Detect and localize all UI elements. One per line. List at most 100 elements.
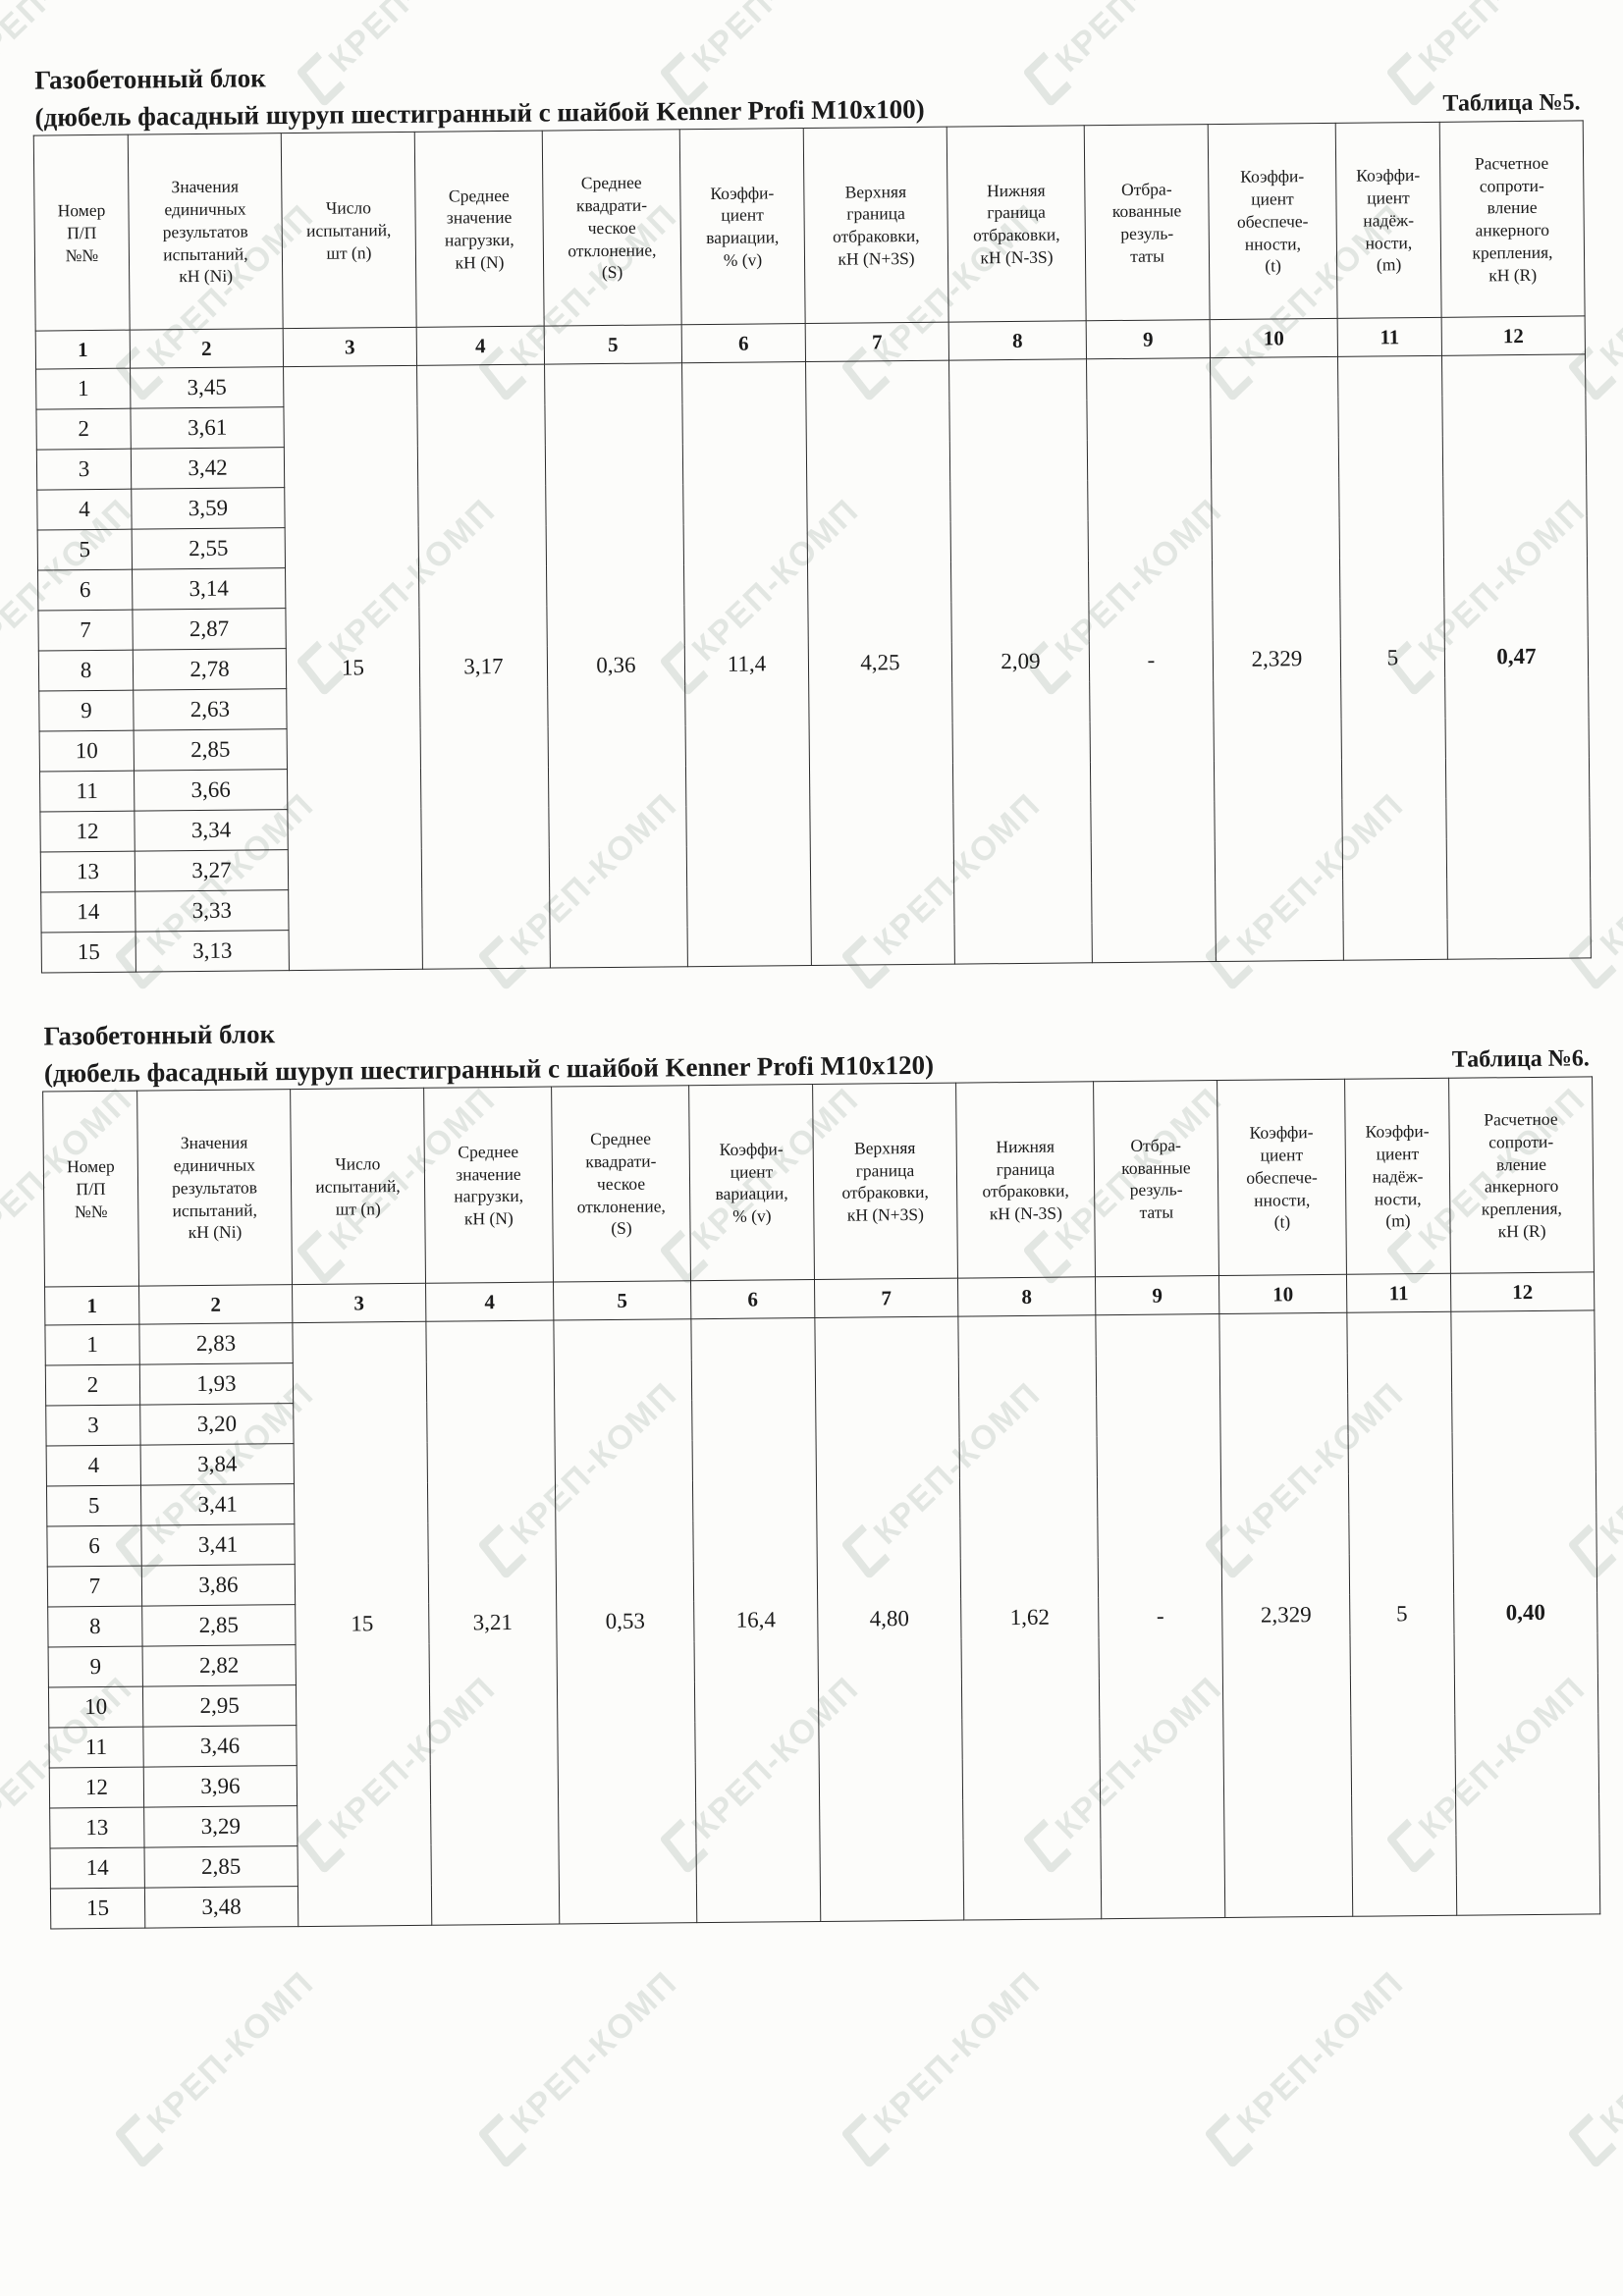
column-header: Среднее квадрати- ческое отклонение, (S)	[551, 1085, 691, 1283]
row-number-cell: 15	[50, 1888, 145, 1930]
row-number-cell: 15	[41, 932, 136, 974]
krep-komp-logo-icon	[114, 2112, 164, 2169]
test-result-cell: 3,84	[140, 1443, 295, 1486]
test-result-cell: 3,20	[139, 1403, 295, 1446]
column-header: Среднее значение нагрузки, кН (N)	[423, 1087, 554, 1284]
row-number-cell: 2	[45, 1364, 140, 1407]
column-header: Коэффи- циент надёж- ности, (m)	[1335, 122, 1442, 319]
summary-m-cell: 5	[1337, 355, 1448, 961]
column-number: 10	[1218, 1274, 1347, 1314]
row-number-cell: 2	[35, 408, 132, 451]
column-number: 9	[1086, 319, 1211, 359]
krep-komp-logo-icon	[1204, 2112, 1254, 2169]
column-number: 1	[35, 330, 131, 370]
column-header: Коэффи- циент надёж- ности, (m)	[1344, 1078, 1451, 1275]
test-result-cell: 2,85	[144, 1845, 298, 1889]
watermark-text: КРЕП-КОМП	[113, 1961, 324, 2169]
column-number: 3	[292, 1283, 426, 1323]
krep-komp-logo-icon	[477, 2112, 527, 2169]
column-number: 9	[1095, 1275, 1219, 1316]
column-number: 6	[681, 323, 806, 363]
column-number: 7	[805, 322, 949, 362]
table-5-label: Таблица №5.	[1442, 89, 1581, 117]
column-number: 7	[814, 1278, 958, 1318]
row-number-cell: 12	[39, 811, 135, 853]
test-result-cell: 3,41	[140, 1483, 295, 1526]
table-6-label: Таблица №6.	[1451, 1045, 1590, 1074]
summary-lower-cell: 2,09	[948, 358, 1093, 965]
summary-t-cell: 2,329	[1218, 1312, 1353, 1918]
column-header: Расчетное сопроти- вление анкерного креп…	[1439, 121, 1586, 318]
summary-lower-cell: 1,62	[957, 1315, 1102, 1921]
row-number-cell: 10	[48, 1686, 143, 1729]
test-result-cell: 3,13	[135, 930, 290, 973]
test-result-cell: 3,61	[130, 406, 285, 450]
summary-upper-cell: 4,25	[805, 360, 955, 966]
row-number-cell: 9	[38, 690, 135, 732]
row-number-cell: 1	[35, 368, 131, 410]
column-header: Число испытаний, шт (n)	[290, 1088, 426, 1285]
table-6-section: Газобетонный блок (дюбель фасадный шуруп…	[41, 1006, 1600, 1930]
watermark-text: КРЕП-КОМП	[1566, 1961, 1623, 2169]
summary-variation-cell: 11,4	[681, 361, 812, 967]
watermark-label: КРЕП-КОМП	[1593, 1963, 1623, 2141]
table-6: Номер П/П №№ Значения единичных результат…	[42, 1077, 1600, 1930]
column-number: 12	[1441, 316, 1586, 356]
summary-t-cell: 2,329	[1210, 356, 1344, 962]
krep-komp-logo-icon	[840, 2112, 891, 2169]
summary-count-cell: 15	[283, 365, 423, 971]
row-number-cell: 8	[38, 650, 134, 692]
row-number-cell: 6	[46, 1525, 142, 1568]
test-result-cell: 2,55	[132, 527, 286, 570]
column-number: 2	[138, 1284, 293, 1325]
summary-mean-cell: 3,17	[416, 364, 551, 970]
test-result-cell: 3,59	[131, 487, 286, 530]
row-number-cell: 5	[46, 1485, 141, 1527]
row-number-cell: 7	[47, 1566, 142, 1608]
column-header: Число испытаний, шт (n)	[281, 132, 417, 329]
column-number: 8	[957, 1277, 1096, 1317]
row-number-cell: 3	[36, 449, 132, 491]
row-number-cell: 1	[44, 1324, 140, 1366]
summary-rejected-cell: -	[1086, 357, 1217, 963]
row-number-cell: 13	[40, 851, 135, 893]
column-header: Значения единичных результатов испытаний…	[136, 1089, 293, 1287]
column-number: 2	[130, 328, 284, 369]
test-result-cell: 3,29	[143, 1805, 298, 1848]
test-result-cell: 2,85	[134, 728, 288, 772]
summary-mean-cell: 3,21	[425, 1320, 560, 1926]
krep-komp-logo-icon	[1567, 2112, 1617, 2169]
watermark-label: КРЕП-КОМП	[503, 1963, 684, 2141]
test-result-cell: 2,78	[133, 648, 287, 691]
test-result-cell: 3,96	[143, 1765, 298, 1808]
column-header: Значения единичных результатов испытаний…	[128, 133, 284, 331]
test-result-cell: 3,42	[131, 447, 285, 490]
column-header: Нижняя граница отбраковки, кН (N-3S)	[955, 1082, 1096, 1279]
test-result-cell: 2,83	[138, 1322, 294, 1365]
column-header: Коэффи- циент вариации, % (v)	[688, 1084, 815, 1281]
test-result-cell: 3,45	[130, 366, 284, 409]
scanned-page: Газобетонный блок (дюбель фасадный шуруп…	[33, 63, 1600, 1930]
test-result-cell: 3,46	[142, 1725, 298, 1768]
test-result-cell: 3,14	[132, 567, 286, 611]
watermark-text: КРЕП-КОМП	[839, 1961, 1051, 2169]
row-number-cell: 13	[49, 1807, 145, 1849]
column-header: Отбра- кованные резуль- таты	[1093, 1080, 1219, 1278]
row-number-cell: 4	[36, 489, 133, 531]
summary-r-cell: 0,47	[1441, 354, 1592, 960]
column-header: Расчетное сопроти- вление анкерного креп…	[1448, 1077, 1595, 1274]
summary-stddev-cell: 0,53	[553, 1318, 697, 1925]
test-result-cell: 3,34	[134, 809, 289, 852]
watermark-label: КРЕП-КОМП	[1229, 1963, 1411, 2141]
column-number: 5	[553, 1280, 691, 1321]
column-number: 3	[283, 327, 417, 367]
column-header: Верхняя граница отбраковки, кН (N+3S)	[812, 1083, 958, 1280]
watermark-text: КРЕП-КОМП	[476, 1961, 687, 2169]
row-number-cell: 7	[37, 610, 134, 652]
column-header: Коэффи- циент обеспече- нности, (t)	[1208, 123, 1338, 320]
column-number: 6	[690, 1279, 815, 1319]
row-number-cell: 11	[48, 1727, 144, 1769]
test-result-cell: 3,48	[144, 1886, 298, 1929]
test-result-cell: 2,82	[142, 1644, 297, 1687]
column-number: 5	[544, 324, 682, 365]
